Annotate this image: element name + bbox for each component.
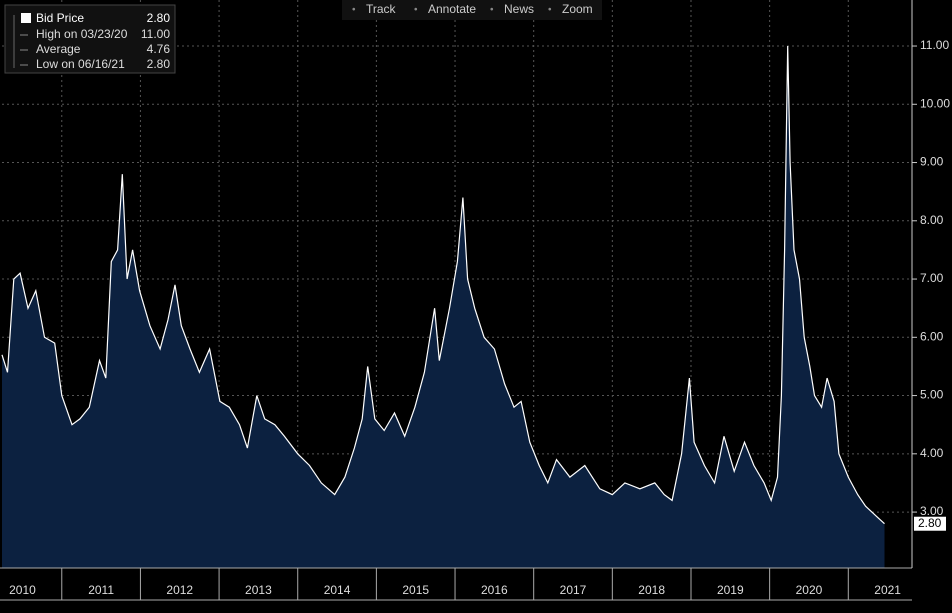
toolbar-icon: • <box>352 5 356 16</box>
legend-value: 11.00 <box>141 27 170 41</box>
x-tick-label: 2015 <box>402 583 429 597</box>
legend-label: Bid Price <box>36 11 84 25</box>
y-tick-label: 8.00 <box>920 213 944 227</box>
y-tick-label: 7.00 <box>920 271 944 285</box>
area <box>2 46 885 568</box>
toolbar-button[interactable]: Zoom <box>562 2 593 16</box>
legend-box <box>4 4 176 74</box>
legend-value: 2.80 <box>147 11 171 25</box>
legend-swatch <box>21 13 31 23</box>
y-tick-label: 10.00 <box>920 96 950 110</box>
x-axis-band <box>0 568 912 600</box>
x-tick-label: 2014 <box>324 583 351 597</box>
legend-label: Low on 06/16/21 <box>36 57 125 71</box>
x-tick-label: 2017 <box>560 583 587 597</box>
legend-value: 4.76 <box>147 42 171 56</box>
toolbar-icon: • <box>414 5 418 16</box>
legend-label: High on 03/23/20 <box>36 27 128 41</box>
legend-label: Average <box>36 42 81 56</box>
y-tick-label: 3.00 <box>920 504 944 518</box>
x-tick-label: 2016 <box>481 583 508 597</box>
line <box>1 45 885 525</box>
last-value-box <box>914 516 946 531</box>
toolbar-icon: • <box>490 5 494 16</box>
x-tick-label: 2018 <box>638 583 665 597</box>
x-tick-label: 2011 <box>88 583 114 597</box>
toolbar-button[interactable]: Track <box>366 2 397 16</box>
y-tick-label: 5.00 <box>920 388 944 402</box>
last-value-label: 2.80 <box>918 516 942 530</box>
x-tick-label: 2012 <box>166 583 193 597</box>
x-tick-label: 2019 <box>717 583 744 597</box>
toolbar-button[interactable]: News <box>504 2 534 16</box>
toolbar-icon: • <box>548 5 552 16</box>
y-tick-label: 11.00 <box>920 38 949 52</box>
x-tick-label: 2020 <box>796 583 823 597</box>
x-tick-label: 2013 <box>245 583 272 597</box>
legend-value: 2.80 <box>147 57 171 71</box>
y-tick-label: 6.00 <box>920 329 944 343</box>
toolbar <box>342 0 602 20</box>
x-tick-label: 2010 <box>9 583 36 597</box>
toolbar-button[interactable]: Annotate <box>428 2 476 16</box>
x-tick-label: 2021 <box>874 583 901 597</box>
y-tick-label: 9.00 <box>920 155 944 169</box>
y-tick-label: 4.00 <box>920 446 944 460</box>
